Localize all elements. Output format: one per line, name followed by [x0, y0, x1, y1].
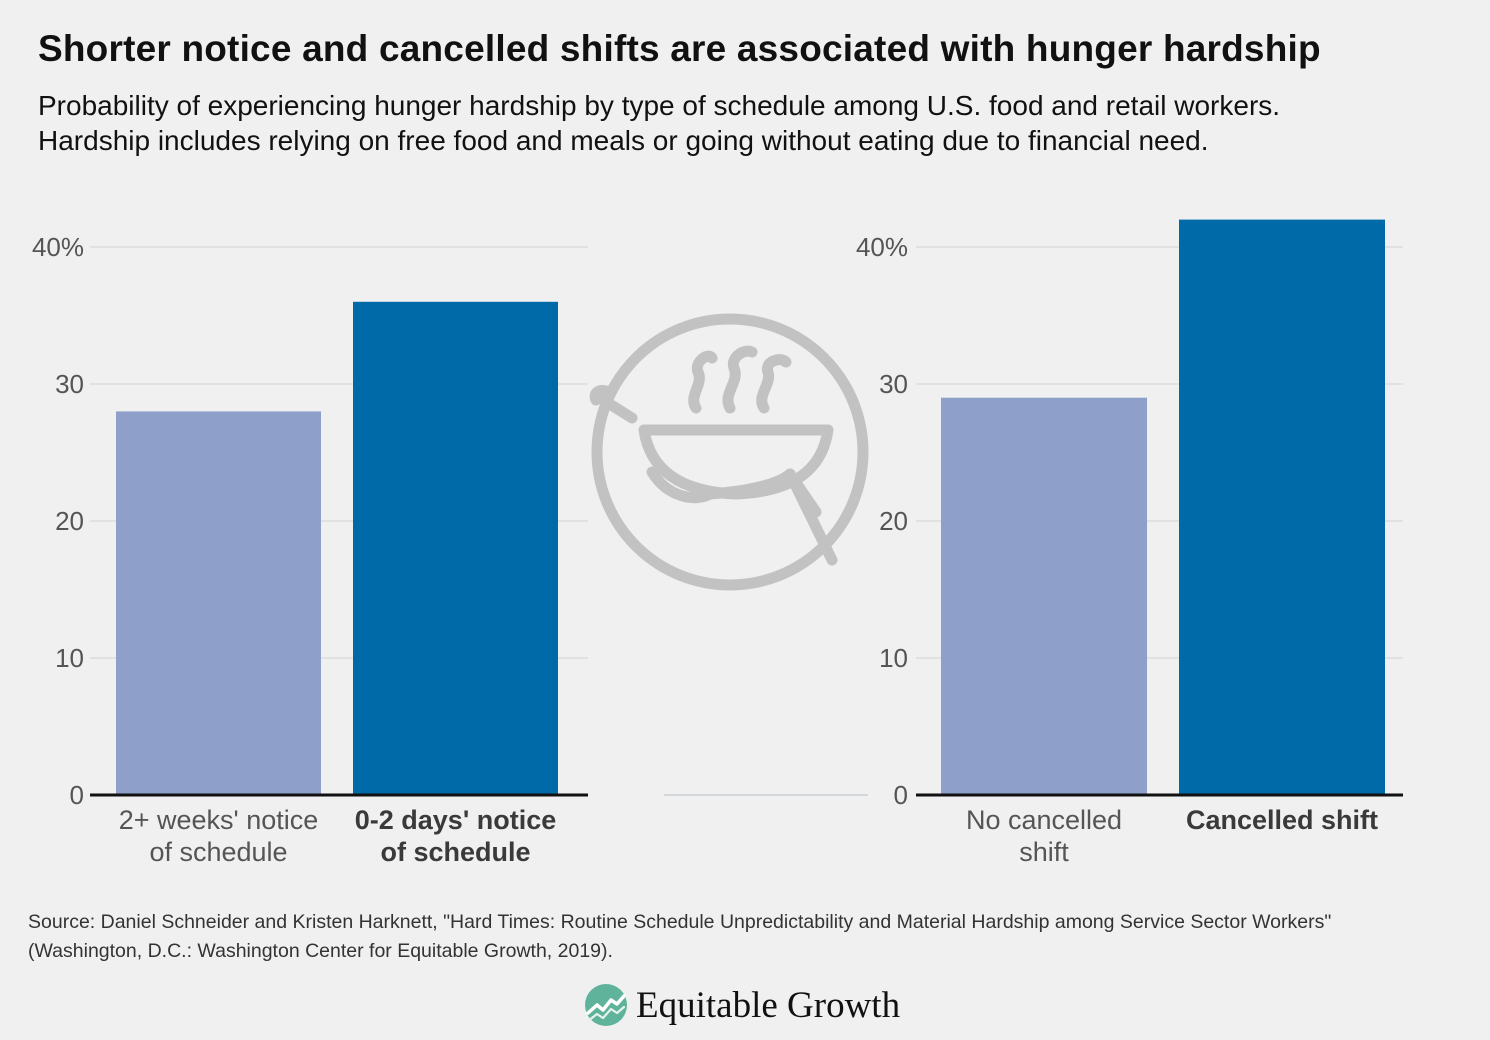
x-category-label: 0-2 days' notice [355, 805, 557, 835]
x-category-label: of schedule [149, 837, 287, 867]
subtitle-line-2: Hardship includes relying on free food a… [38, 125, 1209, 156]
y-tick-label: 40% [32, 232, 84, 262]
bar [353, 301, 558, 795]
x-category-label: shift [1019, 837, 1069, 867]
brand: Equitable Growth [584, 980, 900, 1030]
equitable-growth-logo-icon [585, 984, 627, 1026]
bar [941, 397, 1147, 795]
y-tick-label: 10 [55, 643, 84, 673]
y-tick-label: 10 [879, 643, 908, 673]
chart-title: Shorter notice and cancelled shifts are … [38, 28, 1321, 69]
y-tick-label: 0 [894, 780, 908, 810]
subtitle-line-1: Probability of experiencing hunger hards… [38, 90, 1281, 121]
bowl-steam-hand-icon [589, 313, 869, 591]
bar [116, 411, 321, 795]
brand-name: Equitable Growth [636, 984, 901, 1026]
x-category-label: 2+ weeks' notice [119, 805, 319, 835]
y-tick-label: 30 [879, 369, 908, 399]
source-note: Source: Daniel Schneider and Kristen Har… [28, 908, 1478, 966]
y-tick-label: 30 [55, 369, 84, 399]
x-category-label: No cancelled [966, 805, 1122, 835]
source-line-1: Source: Daniel Schneider and Kristen Har… [28, 911, 1332, 933]
y-tick-label: 20 [55, 506, 84, 536]
y-tick-label: 40% [856, 232, 908, 262]
y-tick-label: 0 [70, 780, 84, 810]
x-category-label: of schedule [380, 837, 530, 867]
bar [1179, 219, 1385, 796]
chart-subtitle: Probability of experiencing hunger hards… [38, 88, 1478, 158]
x-category-label: Cancelled shift [1186, 805, 1378, 835]
source-line-2: (Washington, D.C.: Washington Center for… [28, 940, 613, 962]
y-tick-label: 20 [879, 506, 908, 536]
